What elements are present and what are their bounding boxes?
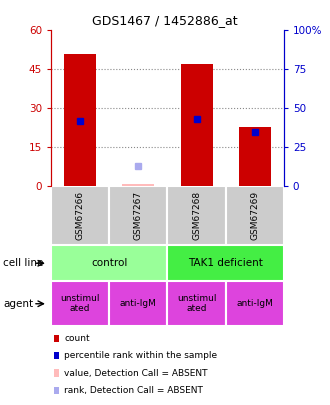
Bar bbox=[51, 186, 109, 245]
Text: GSM67269: GSM67269 bbox=[250, 191, 259, 240]
Text: anti-IgM: anti-IgM bbox=[120, 299, 157, 308]
Text: GSM67267: GSM67267 bbox=[134, 191, 143, 240]
Bar bbox=[226, 281, 284, 326]
Text: agent: agent bbox=[3, 299, 33, 309]
Bar bbox=[122, 184, 154, 186]
Text: control: control bbox=[91, 258, 127, 268]
Bar bbox=[168, 186, 226, 245]
Bar bbox=[168, 245, 284, 281]
Text: rank, Detection Call = ABSENT: rank, Detection Call = ABSENT bbox=[64, 386, 203, 395]
Text: cell line: cell line bbox=[3, 258, 44, 268]
Text: anti-IgM: anti-IgM bbox=[236, 299, 273, 308]
Text: unstimul
ated: unstimul ated bbox=[60, 294, 100, 313]
Bar bbox=[51, 281, 109, 326]
Bar bbox=[239, 126, 271, 186]
Bar bbox=[109, 186, 167, 245]
Bar bbox=[226, 186, 284, 245]
Bar bbox=[51, 245, 168, 281]
Bar bbox=[64, 54, 96, 186]
Text: GSM67266: GSM67266 bbox=[76, 191, 85, 240]
Bar bbox=[54, 369, 59, 377]
Text: percentile rank within the sample: percentile rank within the sample bbox=[64, 351, 217, 360]
Bar bbox=[54, 352, 59, 359]
Text: count: count bbox=[64, 334, 90, 343]
Bar bbox=[54, 335, 59, 342]
Text: value, Detection Call = ABSENT: value, Detection Call = ABSENT bbox=[64, 369, 208, 377]
Text: GDS1467 / 1452886_at: GDS1467 / 1452886_at bbox=[92, 14, 238, 27]
Bar bbox=[54, 387, 59, 394]
Bar bbox=[109, 281, 167, 326]
Text: TAK1 deficient: TAK1 deficient bbox=[188, 258, 263, 268]
Text: unstimul
ated: unstimul ated bbox=[177, 294, 216, 313]
Bar bbox=[181, 64, 213, 186]
Bar bbox=[168, 281, 226, 326]
Text: GSM67268: GSM67268 bbox=[192, 191, 201, 240]
